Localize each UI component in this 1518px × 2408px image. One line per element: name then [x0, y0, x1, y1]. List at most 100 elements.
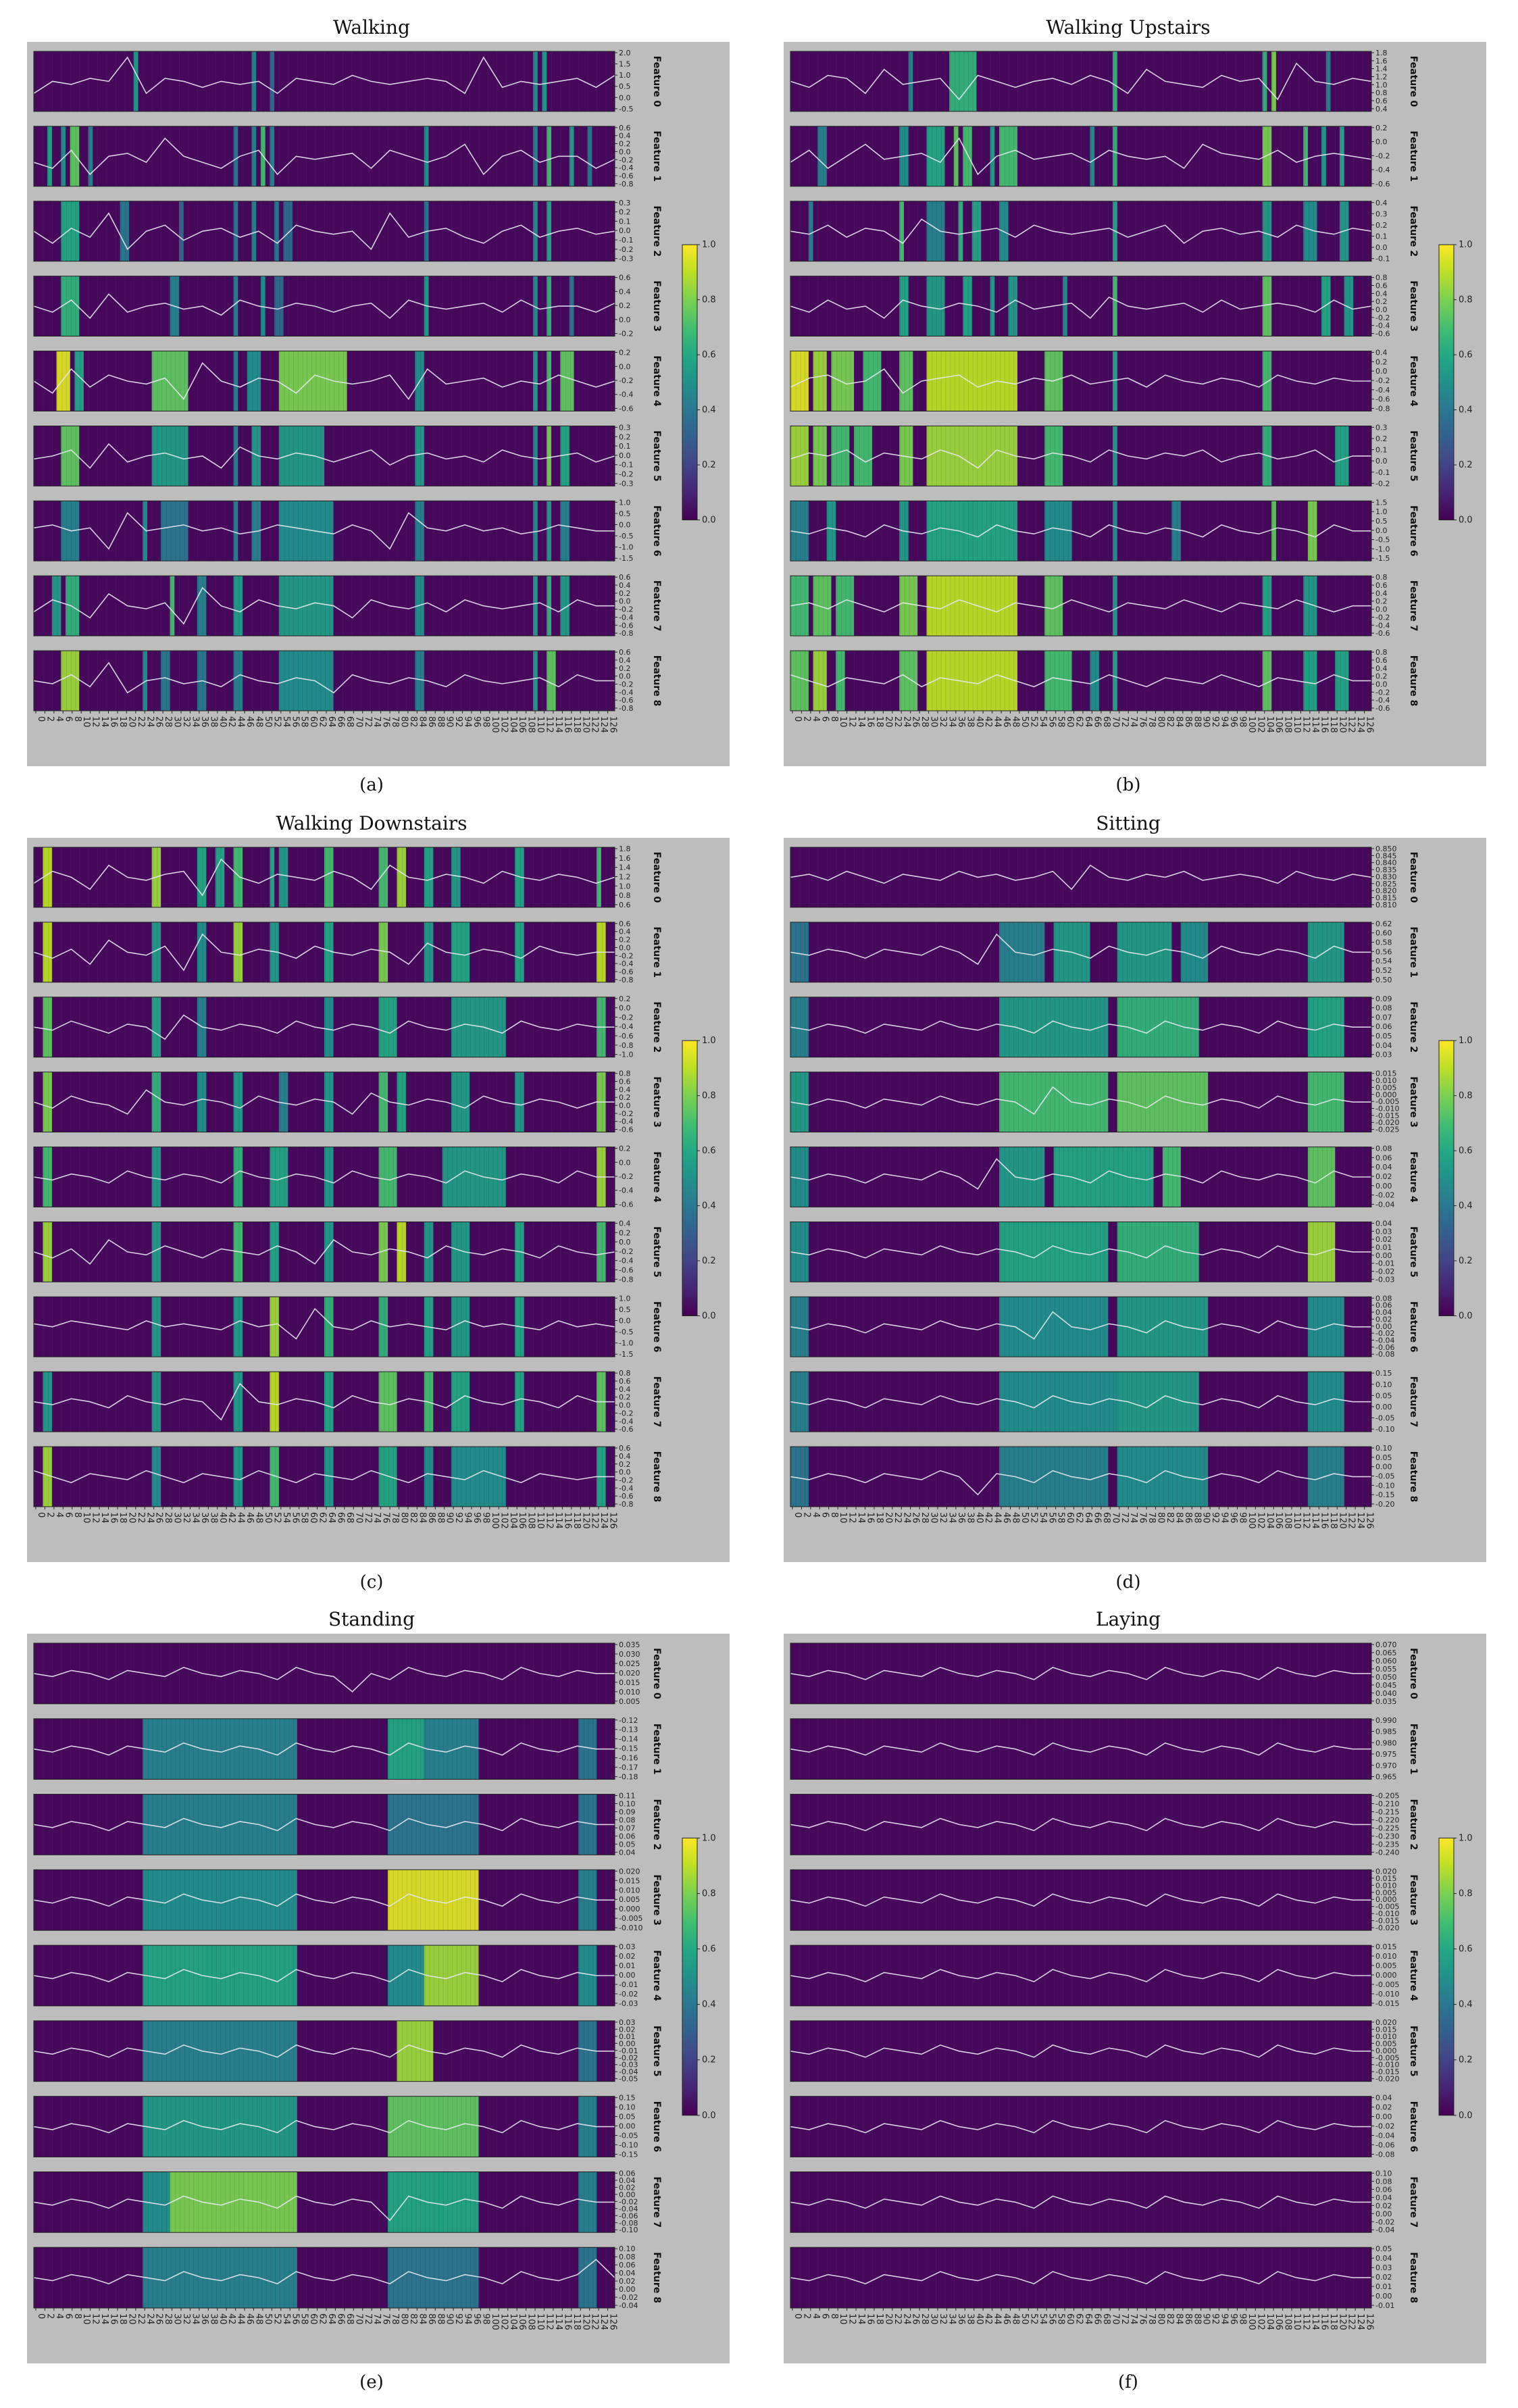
heatmap-texture [1117, 576, 1118, 636]
attention-cell-stripe [66, 576, 68, 636]
x-tick-label: 22 [136, 1512, 146, 1524]
attention-cell-stripe [1194, 1072, 1196, 1132]
strip-border [790, 425, 1372, 486]
attention-cell-stripe [1190, 922, 1192, 982]
y-tick-label: 0.8 [1375, 274, 1388, 282]
heatmap-texture [881, 501, 882, 561]
attention-cell-stripe [1077, 1072, 1078, 1132]
heatmap-texture [1026, 351, 1028, 411]
x-tick-label: 126 [608, 716, 618, 733]
attention-cell-stripe [452, 847, 453, 907]
attention-cell-stripe [297, 501, 299, 561]
attention-cell-stripe [1013, 922, 1015, 982]
x-tick-label: 4 [54, 1512, 64, 1517]
attention-cell [197, 576, 207, 636]
attention-cell-stripe [940, 276, 942, 336]
heatmap-texture [1217, 1372, 1218, 1432]
signal-line [790, 599, 1371, 613]
attention-cell [926, 651, 1017, 711]
x-tick-label: 32 [181, 716, 191, 728]
heatmap-texture [953, 201, 955, 261]
heatmap-texture [1253, 576, 1255, 636]
heatmap-texture [170, 1072, 171, 1132]
y-tick-label: -0.2 [619, 1109, 633, 1118]
chart-panel-sitting: Sitting(d)0.8500.8450.8400.8350.8300.825… [784, 812, 1486, 1592]
heatmap-texture [1081, 426, 1082, 486]
heatmap-texture [524, 1447, 525, 1507]
attention-cell-stripe [990, 126, 992, 186]
feature-label: Feature 0 [1408, 56, 1419, 107]
attention-cell-stripe [284, 651, 285, 711]
attention-cell-stripe [1145, 1072, 1146, 1132]
heatmap-texture [206, 576, 207, 636]
y-tick-label: 0.50 [1375, 976, 1392, 984]
heatmap-texture [551, 1147, 552, 1207]
x-tick-label: 32 [938, 716, 948, 728]
heatmap-texture [1081, 651, 1082, 711]
attention-cell-stripe [220, 847, 222, 907]
y-tick-label: 0.1 [1375, 446, 1388, 455]
x-tick-label: 84 [417, 1512, 427, 1524]
heatmap-texture [97, 997, 99, 1057]
heatmap-texture [51, 997, 53, 1057]
attention-cell-stripe [936, 351, 937, 411]
y-tick-label: 0.0 [619, 1316, 631, 1325]
y-tick-label: 0.6 [619, 648, 631, 657]
attention-cell-stripe [909, 651, 910, 711]
heatmap-texture [854, 997, 855, 1057]
heatmap-texture [206, 351, 207, 411]
attention-cell [451, 1372, 470, 1432]
x-tick-label: 56 [1046, 716, 1057, 728]
heatmap-texture [524, 1072, 525, 1132]
heatmap-texture [551, 1297, 552, 1357]
heatmap-texture [251, 276, 253, 336]
attention-cell-stripe [1017, 1297, 1019, 1357]
heatmap-texture [1226, 1447, 1227, 1507]
heatmap-texture [397, 276, 398, 336]
heatmap-texture [505, 847, 507, 907]
attention-cell-stripe [950, 426, 951, 486]
heatmap-texture [1253, 997, 1255, 1057]
y-tick-label: 0.0 [619, 1101, 631, 1110]
attention-cell [233, 1447, 243, 1507]
x-tick-label: 54 [1038, 716, 1048, 728]
attention-cell-stripe [452, 1072, 453, 1132]
signal-line [790, 218, 1372, 245]
heatmap-texture [844, 51, 846, 111]
heatmap-texture [1017, 847, 1018, 907]
heatmap-texture [863, 1297, 864, 1357]
heatmap-texture [524, 1147, 525, 1207]
heatmap-texture [542, 576, 543, 636]
x-tick-label: 46 [1001, 716, 1011, 728]
x-tick-label: 24 [901, 716, 911, 728]
heatmap-texture [1171, 126, 1173, 186]
y-tick-label: 1.8 [1375, 49, 1388, 57]
heatmap-texture [197, 1372, 198, 1432]
heatmap-texture [1217, 922, 1218, 982]
attention-cell [899, 201, 904, 261]
heatmap-texture [197, 126, 198, 186]
heatmap-texture [1108, 576, 1109, 636]
attention-cell-stripe [61, 501, 63, 561]
attention-cell [197, 1072, 207, 1132]
colorbar-tick-label: 0.8 [702, 1091, 716, 1101]
attention-cell-stripe [1000, 126, 1001, 186]
feature-label: Feature 6 [1408, 1301, 1419, 1353]
heatmap-texture [378, 51, 380, 111]
attention-cell-stripe [461, 1447, 462, 1507]
heatmap-texture [1153, 1147, 1155, 1207]
attention-cell-stripe [1049, 501, 1051, 561]
attention-cell-stripe [823, 126, 824, 186]
attention-cell-stripe [1000, 651, 1001, 711]
heatmap-texture [917, 126, 919, 186]
attention-cell-stripe [284, 1147, 285, 1207]
attention-cell [143, 651, 147, 711]
heatmap-texture [854, 651, 855, 711]
x-tick-label: 94 [463, 716, 473, 728]
attention-cell-stripe [75, 576, 76, 636]
heatmap-texture [578, 501, 580, 561]
strip-border [790, 276, 1372, 337]
attention-cell-stripe [1009, 1222, 1010, 1282]
